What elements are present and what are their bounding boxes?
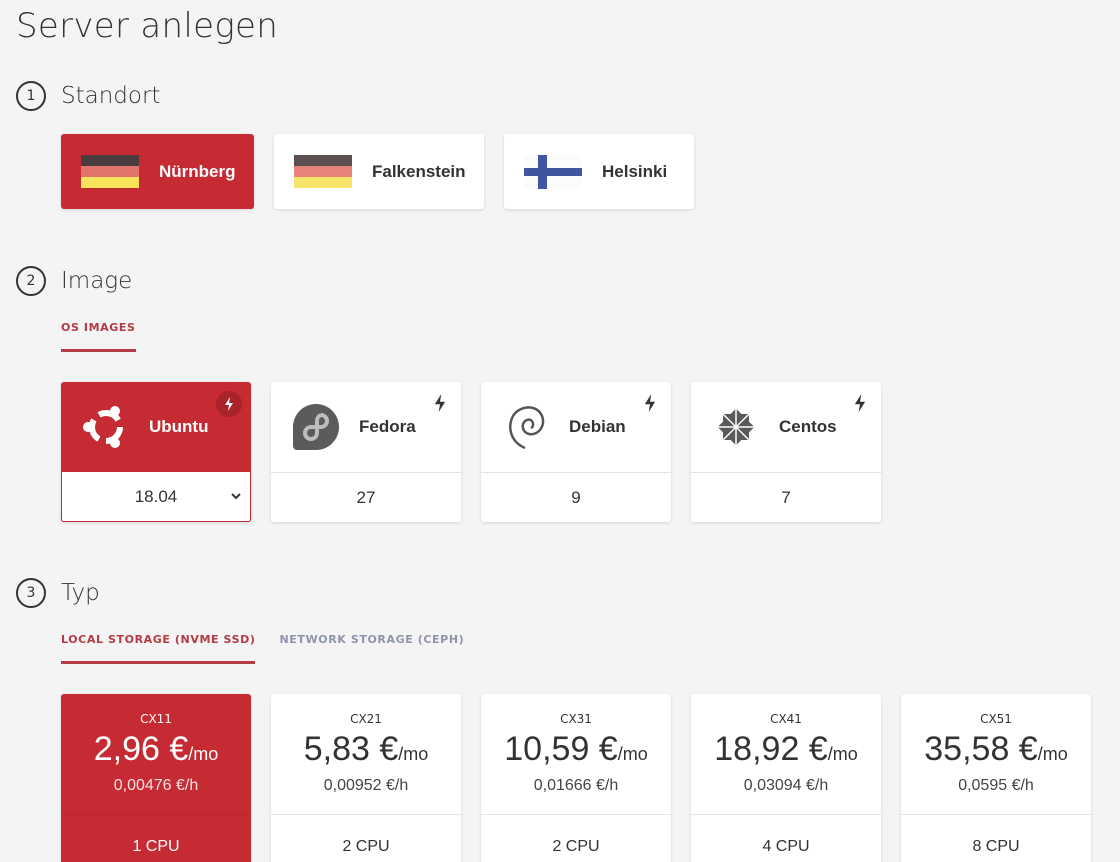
tab-local-storage[interactable]: LOCAL STORAGE (NVME SSD) [61,633,256,664]
monthly-price: 5,83 €/mo [271,728,461,775]
debian-icon [499,400,553,454]
os-card-centos[interactable]: Centos 7 [691,382,881,522]
monthly-price: 18,92 €/mo [691,728,881,775]
server-type-cx21[interactable]: CX21 5,83 €/mo 0,00952 €/h 2 CPU [271,694,461,862]
step-number: 3 [16,578,46,608]
price-unit: /mo [617,744,648,764]
step-image: 2 Image [16,266,132,296]
hourly-price: 0,0595 €/h [958,777,1034,794]
type-name: CX11 [140,712,172,726]
hourly-price: 0,00476 €/h [113,777,199,794]
ubuntu-icon [79,400,133,454]
version-value: 27 [356,487,376,507]
step-standort: 1 Standort [16,81,160,111]
location-label: Nürnberg [159,161,236,181]
tab-os-images[interactable]: OS IMAGES [61,321,136,352]
cpu-count: 2 CPU [342,838,390,855]
price-unit: /mo [188,744,219,764]
step-title: Typ [61,580,100,606]
cpu-count: 1 CPU [132,838,180,855]
price-unit: /mo [1037,744,1068,764]
hourly-price: 0,01666 €/h [533,777,619,794]
tab-network-storage[interactable]: NETWORK STORAGE (CEPH) [279,633,465,646]
step-number: 1 [16,81,46,111]
hourly-price: 0,00952 €/h [323,777,409,794]
os-card-fedora[interactable]: Fedora 27 [271,382,461,522]
os-label: Centos [779,417,837,436]
monthly-price: 2,96 €/mo [61,728,251,775]
price-value: 2,96 € [93,730,189,768]
lightning-icon [434,394,446,412]
server-type-cx41[interactable]: CX41 18,92 €/mo 0,03094 €/h 4 CPU [691,694,881,862]
location-helsinki[interactable]: Helsinki [504,134,694,209]
version-value: 7 [781,487,791,507]
cpu-count: 8 CPU [972,838,1020,855]
fi-flag-icon [524,154,582,189]
type-name: CX51 [980,712,1012,726]
price-value: 18,92 € [714,730,828,768]
de-flag-icon [294,154,352,189]
de-flag-icon [81,154,139,189]
hourly-price: 0,03094 €/h [743,777,829,794]
lightning-icon [644,394,656,412]
server-type-cx11[interactable]: CX11 2,96 €/mo 0,00476 €/h 1 CPU [61,694,251,862]
step-title: Image [61,268,133,294]
price-unit: /mo [827,744,858,764]
step-title: Standort [61,83,161,109]
os-label: Fedora [359,417,416,436]
location-nuernberg[interactable]: Nürnberg [61,134,254,209]
location-label: Falkenstein [372,161,466,181]
lightning-badge [216,391,242,417]
cpu-count: 4 CPU [762,838,810,855]
os-label: Debian [569,417,626,436]
version-value: 18.04 [134,486,178,506]
type-name: CX41 [770,712,802,726]
location-falkenstein[interactable]: Falkenstein [274,134,484,209]
type-name: CX31 [560,712,592,726]
image-tabs: OS IMAGES [61,321,160,352]
version-value: 9 [571,487,581,507]
chevron-down-icon [231,493,241,500]
lightning-icon [225,397,233,411]
lightning-icon [854,394,866,412]
server-type-cx51[interactable]: CX51 35,58 €/mo 0,0595 €/h 8 CPU [901,694,1091,862]
os-label: Ubuntu [149,417,209,436]
price-value: 35,58 € [924,730,1038,768]
monthly-price: 10,59 €/mo [481,728,671,775]
storage-tabs: LOCAL STORAGE (NVME SSD) NETWORK STORAGE… [61,633,488,664]
fedora-icon [289,400,343,454]
page-title: Server anlegen [16,6,279,46]
price-value: 10,59 € [504,730,618,768]
step-typ: 3 Typ [16,578,100,608]
step-number: 2 [16,266,46,296]
location-label: Helsinki [602,161,668,181]
os-card-debian[interactable]: Debian 9 [481,382,671,522]
price-unit: /mo [398,744,429,764]
server-type-cx31[interactable]: CX31 10,59 €/mo 0,01666 €/h 2 CPU [481,694,671,862]
price-value: 5,83 € [303,730,399,768]
monthly-price: 35,58 €/mo [901,728,1091,775]
type-name: CX21 [350,712,382,726]
os-card-ubuntu[interactable]: Ubuntu 18.04 [61,382,251,522]
centos-icon [709,400,763,454]
version-select[interactable]: 18.04 [61,472,251,522]
cpu-count: 2 CPU [552,838,600,855]
